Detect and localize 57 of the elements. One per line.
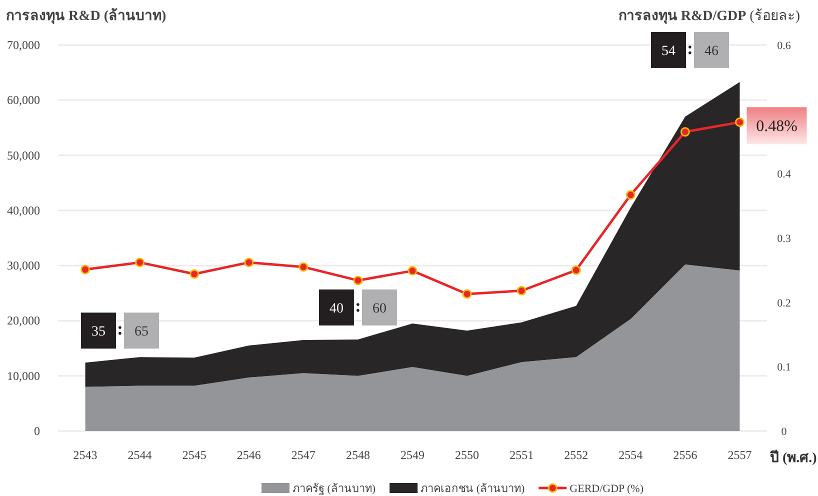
annotation: 40 — [329, 301, 344, 316]
y-tick-label: 60,000 — [7, 93, 40, 108]
y2-tick-label: 0.6 — [777, 40, 792, 52]
point — [734, 117, 744, 127]
point — [408, 266, 418, 276]
point — [298, 262, 308, 272]
y-tick-label: 10,000 — [7, 368, 40, 383]
point — [516, 286, 526, 296]
x-tick-label: 2549 — [400, 448, 424, 462]
y-tick-label: 20,000 — [7, 314, 40, 328]
point — [571, 265, 581, 275]
y-tick-label: 40,000 — [7, 203, 40, 218]
annotation: : — [117, 318, 123, 339]
y-tick-label: 30,000 — [7, 258, 40, 273]
legend-label: ภาคเอกชน (ล้านบาท) — [420, 483, 525, 495]
annotation: : — [687, 38, 693, 58]
x-tick-label: 2551 — [510, 448, 534, 462]
annotation: : — [354, 295, 361, 316]
point — [462, 289, 472, 299]
annotation: 60 — [372, 301, 386, 316]
point — [135, 258, 145, 268]
point — [244, 258, 254, 268]
point — [680, 127, 690, 137]
x-axis-title: ปี (พ.ศ.) — [769, 450, 818, 466]
x-tick-label: 2545 — [182, 448, 206, 462]
x-tick-label: 2550 — [455, 448, 480, 462]
x-tick-label: 2554 — [618, 448, 643, 462]
y2-tick-label: 0.3 — [777, 233, 792, 245]
x-tick-label: 2544 — [128, 448, 152, 462]
y2-axis-title: การลงทุน R&D/GDP (ร้อยละ) — [618, 8, 800, 24]
point — [626, 190, 636, 200]
point — [353, 276, 363, 286]
y2-tick-label: 0 — [781, 426, 788, 438]
y2-tick-label: 0.1 — [777, 362, 791, 374]
y2-tick-label: 0.2 — [777, 297, 791, 310]
x-tick-label: 2543 — [73, 448, 98, 462]
x-tick-label: 2557 — [728, 448, 752, 462]
y-tick-label: 50,000 — [7, 148, 40, 162]
x-tick-label: 2547 — [291, 448, 316, 462]
annotation: 54 — [662, 44, 676, 59]
annotation: 46 — [704, 44, 718, 59]
y-tick-label: 0 — [34, 424, 40, 438]
x-tick-label: 2546 — [236, 448, 261, 462]
x-tick-label: 2548 — [346, 448, 370, 462]
point-label: 0.48% — [746, 107, 807, 144]
x-tick-label: 2556 — [673, 448, 698, 462]
point — [80, 264, 90, 274]
point — [190, 269, 200, 279]
legend-label: GERD/GDP (%) — [570, 483, 644, 495]
y-axis-title: การลงทุน R&D (ล้านบาท) — [6, 8, 167, 24]
annotation: 0.48% — [756, 118, 798, 136]
annotation: 35 — [92, 324, 106, 340]
legend-label: ภาครัฐ (ล้านบาท) — [292, 483, 376, 495]
y2-tick-label: 0.4 — [777, 168, 792, 181]
annotation: 65 — [134, 324, 148, 340]
y-tick-label: 70,000 — [7, 38, 40, 52]
x-tick-label: 2552 — [564, 448, 588, 462]
